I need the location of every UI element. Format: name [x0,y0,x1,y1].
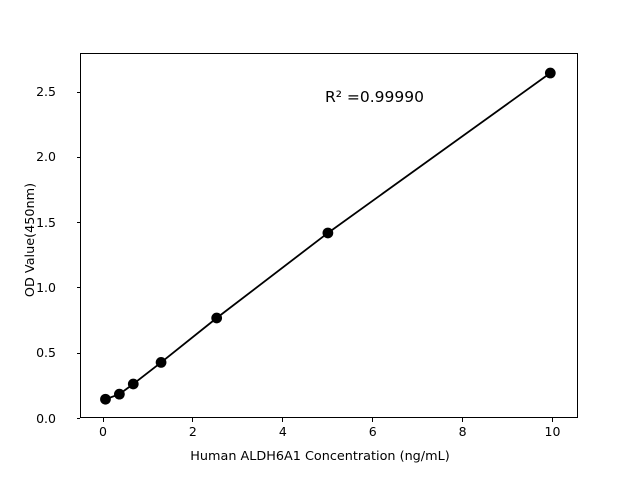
x-tick-label: 0 [99,424,107,439]
y-tick-label: 0.5 [36,345,56,360]
x-tick-mark [282,418,284,422]
y-tick-label: 2.5 [36,84,56,99]
data-point-marker [544,67,556,79]
y-tick-mark [76,156,80,158]
data-point-marker [114,388,125,400]
x-tick-label: 8 [458,424,467,439]
x-tick-mark [372,418,374,422]
y-tick-mark [76,418,80,420]
y-tick-label: 0.0 [36,410,56,426]
y-tick-mark [76,222,80,224]
x-tick-mark [462,418,464,422]
plot-canvas [100,67,556,405]
x-tick-label: 10 [544,424,561,439]
y-tick-label: 2.0 [36,149,56,164]
x-axis-title: Human ALDH6A1 Concentration (ng/mL) [190,449,450,464]
x-tick-mark [552,418,554,422]
series-markers-standard-curve [100,67,556,405]
y-tick-mark [76,352,80,354]
r-squared-annotation: R² =0.99990 [325,88,424,106]
x-tick-mark [102,418,104,422]
data-point-marker [127,378,139,390]
data-point-marker [155,357,167,368]
x-tick-mark [192,418,194,422]
x-tick-label: 6 [368,424,377,439]
y-tick-mark [76,287,80,289]
data-point-marker [322,227,334,239]
y-tick-label: 1.0 [36,280,56,295]
x-tick-label: 2 [188,424,197,439]
data-point-marker [100,393,111,405]
y-tick-mark [76,91,80,93]
y-tick-label: 1.5 [36,214,56,230]
data-point-marker [211,312,223,324]
x-tick-label: 4 [278,424,287,439]
y-axis-title: OD Value(450nm) [23,182,38,298]
plot-area [80,53,578,418]
y-axis-title-wrapper: OD Value(450nm) [13,0,49,480]
